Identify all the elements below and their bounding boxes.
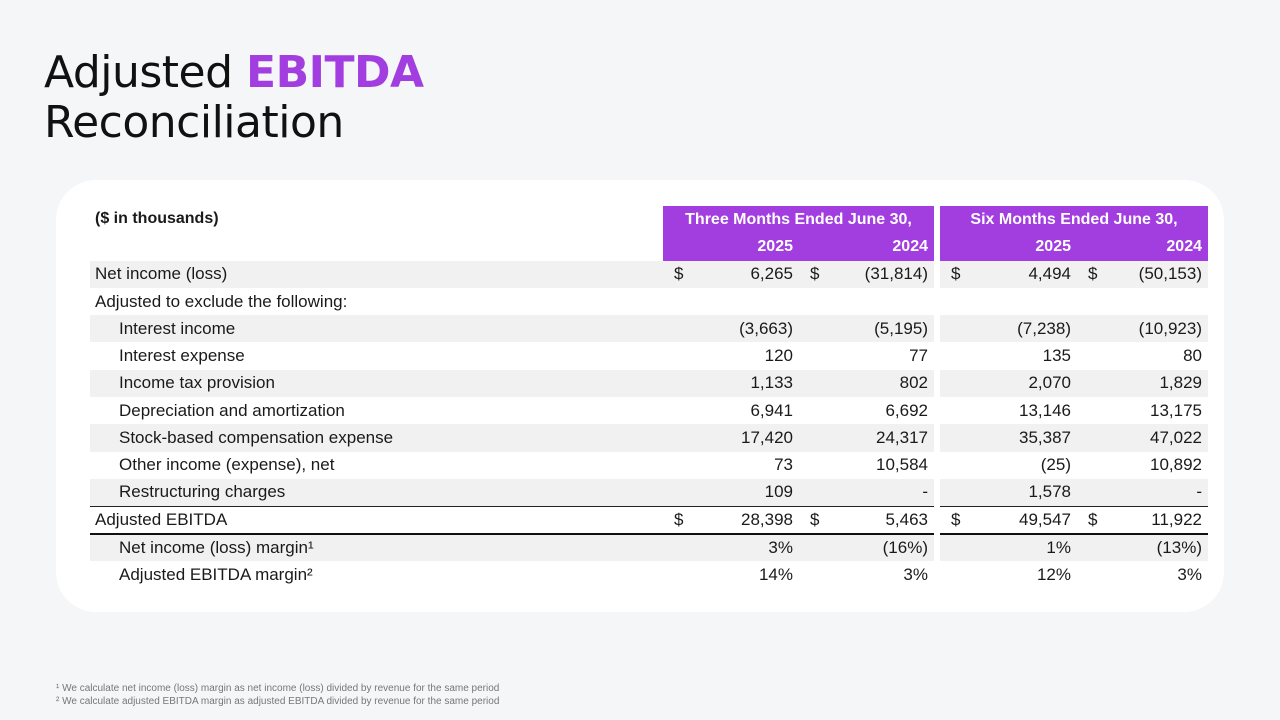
value-cell: 13,175 bbox=[1150, 400, 1202, 420]
page-title: Adjusted EBITDA Reconciliation bbox=[44, 48, 424, 148]
table-row: Income tax provision 1,133 802 2,070 1,8… bbox=[90, 369, 1208, 398]
value-cell: 6,941 bbox=[750, 400, 793, 420]
row-label: Income tax provision bbox=[90, 369, 663, 398]
value-cell: (7,238) bbox=[962, 315, 1077, 343]
table-row: Depreciation and amortization 6,941 6,69… bbox=[90, 397, 1208, 424]
currency-symbol: $ bbox=[1077, 260, 1099, 288]
currency-symbol: $ bbox=[663, 505, 685, 535]
value-cell: 6,265 bbox=[685, 260, 799, 288]
value-cell: 3% bbox=[903, 564, 928, 584]
value-cell: 12% bbox=[1036, 564, 1071, 584]
value-cell: 135 bbox=[1042, 346, 1071, 366]
value-cell: (13%) bbox=[1099, 533, 1208, 561]
value-cell: (5,195) bbox=[821, 315, 934, 343]
row-label: Net income (loss) bbox=[90, 260, 663, 288]
header-row-periods: ($ in thousands) Three Months Ended June… bbox=[90, 206, 1208, 234]
value-cell: 3% bbox=[685, 533, 799, 561]
footnote-2: ² We calculate adjusted EBITDA margin as… bbox=[56, 696, 500, 707]
value-cell: - bbox=[821, 478, 934, 507]
year-header: 2024 bbox=[799, 233, 934, 261]
currency-symbol: $ bbox=[799, 260, 821, 288]
value-cell: 109 bbox=[685, 478, 799, 507]
value-cell: 3% bbox=[1177, 564, 1202, 584]
year-header: 2024 bbox=[1077, 233, 1208, 261]
value-cell: 11,922 bbox=[1099, 505, 1208, 535]
row-label: Interest expense bbox=[119, 346, 245, 366]
currency-symbol: $ bbox=[663, 260, 685, 288]
row-label: Stock-based compensation expense bbox=[90, 424, 663, 452]
currency-symbol: $ bbox=[940, 260, 962, 288]
value-cell: 35,387 bbox=[962, 424, 1077, 452]
period-header-six-months: Six Months Ended June 30, bbox=[940, 206, 1208, 234]
value-cell: 10,892 bbox=[1150, 455, 1202, 475]
value-cell: 28,398 bbox=[685, 505, 799, 535]
header-row-years: 2025 2024 2025 2024 bbox=[90, 233, 1208, 261]
value-cell: 6,692 bbox=[885, 400, 928, 420]
value-cell: 5,463 bbox=[821, 505, 934, 535]
row-label: Adjusted EBITDA margin² bbox=[119, 564, 313, 584]
value-cell: 1,829 bbox=[1099, 369, 1208, 398]
currency-symbol: $ bbox=[799, 505, 821, 535]
value-cell: 10,584 bbox=[876, 455, 928, 475]
row-label: Restructuring charges bbox=[90, 478, 663, 507]
period-header-three-months: Three Months Ended June 30, bbox=[663, 206, 934, 234]
value-cell: 1,578 bbox=[962, 478, 1077, 507]
value-cell: 1% bbox=[962, 533, 1077, 561]
value-cell: 80 bbox=[1183, 346, 1202, 366]
table-row: Other income (expense), net 73 10,584 (2… bbox=[90, 452, 1208, 479]
row-label: Adjusted to exclude the following: bbox=[95, 291, 348, 311]
value-cell: 1,133 bbox=[685, 369, 799, 398]
year-header: 2025 bbox=[663, 233, 799, 261]
value-cell: (10,923) bbox=[1099, 315, 1208, 343]
value-cell: - bbox=[1099, 478, 1208, 507]
ebitda-reconciliation-table: ($ in thousands) Three Months Ended June… bbox=[90, 206, 1208, 588]
row-label: Net income (loss) margin¹ bbox=[90, 533, 663, 561]
table-row: Stock-based compensation expense 17,420 … bbox=[90, 424, 1208, 452]
value-cell: 49,547 bbox=[962, 505, 1077, 535]
table-row: Restructuring charges 109 - 1,578 - bbox=[90, 478, 1208, 507]
value-cell: (50,153) bbox=[1099, 260, 1208, 288]
value-cell: (16%) bbox=[821, 533, 934, 561]
table-row: Interest expense 120 77 135 80 bbox=[90, 342, 1208, 369]
value-cell: 77 bbox=[909, 346, 928, 366]
value-cell: 120 bbox=[764, 346, 793, 366]
currency-symbol: $ bbox=[1077, 505, 1099, 535]
row-label: Other income (expense), net bbox=[119, 455, 335, 475]
value-cell: (3,663) bbox=[685, 315, 799, 343]
row-label: Interest income bbox=[90, 315, 663, 343]
footnotes: ¹ We calculate net income (loss) margin … bbox=[56, 682, 499, 708]
value-cell: 13,146 bbox=[1019, 400, 1071, 420]
value-cell: 47,022 bbox=[1099, 424, 1208, 452]
value-cell: (25) bbox=[1040, 455, 1071, 475]
value-cell: 802 bbox=[821, 369, 934, 398]
table-row: Adjusted EBITDA margin² 14% 3% 12% 3% bbox=[90, 561, 1208, 588]
value-cell: 14% bbox=[758, 564, 793, 584]
value-cell: (31,814) bbox=[821, 260, 934, 288]
units-label: ($ in thousands) bbox=[95, 210, 219, 227]
value-cell: 73 bbox=[774, 455, 793, 475]
table-row: Net income (loss) margin¹ 3% (16%) 1% (1… bbox=[90, 533, 1208, 561]
value-cell: 24,317 bbox=[821, 424, 934, 452]
table-row: Interest income (3,663) (5,195) (7,238) … bbox=[90, 315, 1208, 343]
table-row: Adjusted to exclude the following: bbox=[90, 288, 1208, 315]
footnote-1: ¹ We calculate net income (loss) margin … bbox=[56, 683, 500, 694]
title-accent: EBITDA bbox=[246, 47, 424, 98]
row-label: Depreciation and amortization bbox=[119, 400, 345, 420]
year-header: 2025 bbox=[940, 233, 1077, 261]
value-cell: 2,070 bbox=[962, 369, 1077, 398]
title-line2: Reconciliation bbox=[44, 97, 344, 148]
currency-symbol: $ bbox=[940, 505, 962, 535]
title-plain: Adjusted bbox=[44, 47, 247, 98]
row-label: Adjusted EBITDA bbox=[90, 505, 663, 535]
table-row-total: Adjusted EBITDA $ 28,398 $ 5,463 $ 49,54… bbox=[90, 505, 1208, 535]
value-cell: 17,420 bbox=[685, 424, 799, 452]
value-cell: 4,494 bbox=[962, 260, 1077, 288]
table-row: Net income (loss) $ 6,265 $ (31,814) $ 4… bbox=[90, 260, 1208, 288]
